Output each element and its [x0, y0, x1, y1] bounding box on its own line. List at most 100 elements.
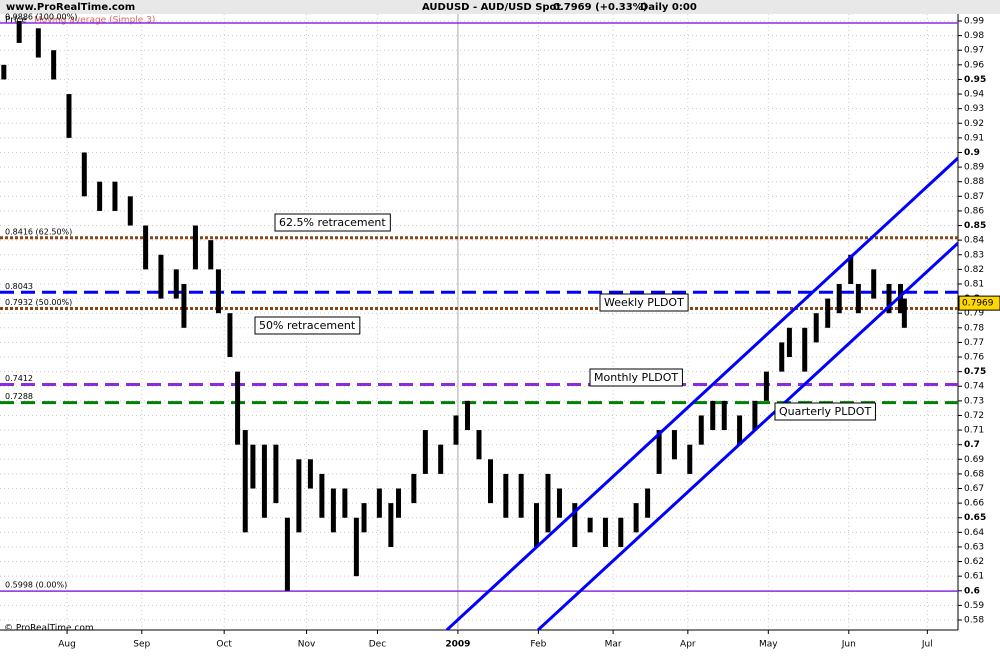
last-price-box	[958, 295, 1000, 311]
y-tick-label: 0.76	[964, 353, 984, 363]
y-tick-label: 0.82	[964, 265, 984, 275]
price-bar	[687, 444, 693, 474]
price-bar	[173, 269, 179, 299]
annotation-box	[589, 368, 683, 387]
price-bar	[487, 459, 493, 504]
level-label: 0.8416 (62.50%)	[5, 227, 72, 236]
y-tick-label: 0.61	[964, 572, 984, 582]
annotation-box	[774, 402, 876, 421]
annotation-text: Monthly PLDOT	[594, 371, 678, 384]
price-bar	[1, 64, 7, 80]
price-bar	[181, 283, 187, 328]
price-bar	[813, 313, 819, 343]
price-bar	[411, 473, 417, 504]
price-bar	[786, 327, 792, 358]
price-bar	[671, 430, 677, 460]
y-tick-label: 0.93	[964, 104, 984, 114]
annotation: Weekly PLDOT	[599, 293, 689, 312]
y-tick-label: 0.72	[964, 411, 984, 421]
price-bar	[848, 254, 854, 284]
price-bar	[361, 503, 367, 533]
annotation: 50% retracement	[254, 316, 361, 335]
annotation: Monthly PLDOT	[589, 368, 683, 387]
legend-ma: Moving average (Simple 3)	[34, 16, 155, 26]
price-bar	[143, 225, 149, 270]
y-tick-label: 0.79	[964, 309, 984, 319]
level-label: 0.5998 (0.00%)	[5, 581, 67, 590]
site: www.ProRealTime.com	[6, 2, 135, 13]
quote: 0.7969 (+0.33%)	[553, 2, 647, 13]
price-bar	[533, 503, 539, 547]
price-bar	[721, 400, 727, 431]
price-bar	[656, 430, 662, 474]
y-tick-label: 0.92	[964, 119, 984, 129]
annotation-box	[274, 213, 391, 232]
y-tick-label: 0.85	[964, 221, 986, 231]
price-bar	[208, 240, 214, 270]
level-label: 0.7288	[5, 392, 33, 401]
annotation-text: Quarterly PLDOT	[779, 405, 871, 418]
price-bar	[396, 488, 402, 518]
x-tick-label: Apr	[680, 640, 696, 650]
level-label: 0.8043	[5, 282, 33, 291]
x-tick-label: Jul	[921, 640, 933, 650]
symbol: AUDUSD - AUD/USD Spot	[422, 2, 561, 13]
interval: Daily 0:00	[640, 2, 697, 13]
x-tick-label: Mar	[605, 640, 622, 650]
price-bar	[602, 517, 608, 547]
price-bar	[215, 269, 221, 314]
y-tick-label: 0.58	[964, 616, 984, 626]
y-tick-label: 0.63	[964, 542, 984, 552]
y-tick-label: 0.81	[964, 279, 984, 289]
x-tick-label: Dec	[369, 640, 386, 650]
trend-line	[445, 156, 958, 630]
price-bar	[752, 400, 758, 431]
annotation-box	[599, 293, 689, 312]
price-bar	[836, 283, 842, 314]
x-tick-label: Aug	[58, 640, 76, 650]
price-bar	[284, 517, 290, 591]
price-bar	[802, 327, 808, 372]
price-bar	[127, 196, 133, 226]
price-bar	[376, 488, 382, 518]
price-bar	[710, 400, 716, 431]
price-bar	[633, 503, 639, 533]
price-bar	[453, 415, 459, 445]
y-tick-label: 0.78	[964, 323, 984, 333]
price-bar	[192, 225, 198, 270]
price-bar	[698, 415, 704, 445]
y-tick-label: 0.97	[964, 46, 984, 56]
annotation-box	[254, 316, 361, 335]
y-tick-label: 0.77	[964, 338, 984, 348]
x-tick-label: Sep	[133, 640, 150, 650]
header-bar	[0, 0, 1000, 14]
annotation: Quarterly PLDOT	[774, 402, 876, 421]
y-tick-label: 0.74	[964, 382, 984, 392]
price-bar	[250, 444, 256, 489]
price-bar	[158, 254, 164, 299]
price-bar	[16, 21, 22, 43]
y-tick-label: 0.95	[964, 75, 986, 85]
last-price-label: 0.7969	[962, 299, 994, 309]
y-tick-label: 0.67	[964, 484, 984, 494]
price-bar	[503, 473, 509, 518]
y-tick-label: 0.99	[964, 17, 984, 27]
y-tick-label: 0.62	[964, 557, 984, 567]
price-bar	[587, 517, 593, 533]
price-bar	[227, 313, 233, 358]
y-tick-label: 0.73	[964, 396, 984, 406]
price-bar	[645, 488, 651, 518]
price-bar	[307, 459, 313, 489]
price-bar	[319, 473, 325, 518]
price-bar	[66, 94, 72, 138]
y-tick-label: 0.88	[964, 177, 984, 187]
price-bar	[330, 488, 336, 533]
y-tick-label: 0.6	[964, 586, 980, 596]
price-bar	[35, 28, 41, 58]
copyright: © ProRealTime.com	[4, 624, 94, 634]
y-tick-label: 0.7	[964, 440, 980, 450]
price-bar	[342, 488, 348, 518]
y-tick-label: 0.9	[964, 148, 980, 158]
price-bar	[572, 503, 578, 547]
